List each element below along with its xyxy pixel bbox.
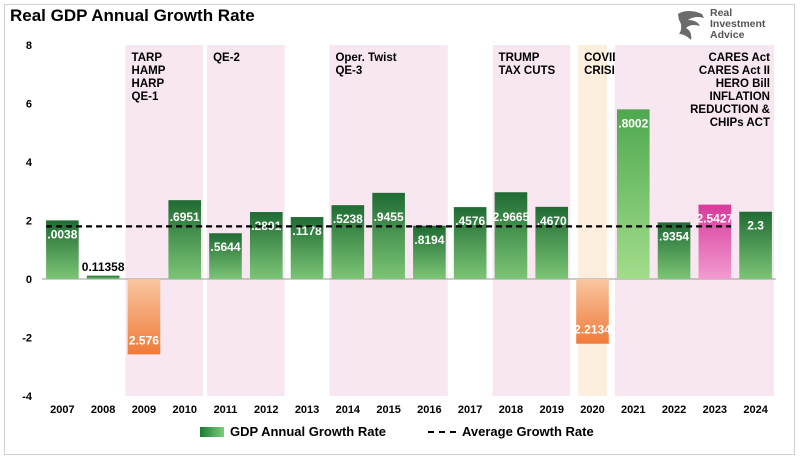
legend-label-average: Average Growth Rate xyxy=(462,424,594,439)
bar xyxy=(127,279,161,355)
event-label: QE-3 xyxy=(335,65,362,77)
event-label: HARP xyxy=(132,78,165,90)
event-label: CARES Act xyxy=(708,52,770,64)
x-tick-label: 2017 xyxy=(458,404,482,416)
y-tick-label: 2 xyxy=(26,216,32,228)
data-label: 2.5427 xyxy=(696,212,733,226)
legend-item-average: Average Growth Rate xyxy=(428,424,594,439)
legend: GDP Annual Growth Rate Average Growth Ra… xyxy=(200,424,620,442)
legend-swatch-average xyxy=(428,430,456,433)
event-label: REDUCTION & xyxy=(690,104,770,116)
data-label: 2.576 xyxy=(129,333,159,347)
event-label: Oper. Twist xyxy=(335,52,396,64)
legend-item-bars: GDP Annual Growth Rate xyxy=(200,424,386,439)
x-tick-label: 2011 xyxy=(214,404,238,416)
bar xyxy=(249,212,283,279)
x-tick-label: 2023 xyxy=(703,404,727,416)
bar xyxy=(453,207,487,279)
bar xyxy=(698,204,732,279)
y-tick-label: 6 xyxy=(26,99,32,111)
bar xyxy=(494,192,528,279)
brand-logo: Real Investment Advice xyxy=(676,8,791,44)
event-label: HERO Bill xyxy=(716,78,770,90)
data-label: .8194 xyxy=(414,233,444,247)
bar xyxy=(657,222,691,279)
x-tick-label: 2018 xyxy=(499,404,523,416)
x-tick-label: 2024 xyxy=(743,404,768,416)
bar xyxy=(86,275,120,279)
chart-frame xyxy=(4,4,795,455)
bar xyxy=(372,192,405,279)
logo-line: Advice xyxy=(710,29,745,41)
event-label: QE-1 xyxy=(132,91,159,103)
y-tick-label: -4 xyxy=(22,391,33,403)
x-tick-label: 2019 xyxy=(539,404,563,416)
chart-title: Real GDP Annual Growth Rate xyxy=(10,6,255,25)
data-label: .6951 xyxy=(170,210,200,224)
x-tick-label: 2015 xyxy=(376,404,400,416)
event-label: CHIPs ACT xyxy=(710,117,770,129)
event-label: TARP xyxy=(132,52,163,64)
x-tick-label: 2022 xyxy=(662,404,686,416)
legend-label-bars: GDP Annual Growth Rate xyxy=(230,424,387,439)
x-tick-label: 2007 xyxy=(50,404,74,416)
bar xyxy=(413,225,446,279)
data-label: .8002 xyxy=(618,116,648,130)
logo-line: Investment xyxy=(710,18,766,30)
event-label: CRISIS xyxy=(584,65,623,77)
data-label: .9455 xyxy=(374,210,404,224)
event-label: TRUMP xyxy=(499,52,540,64)
data-label: .4576 xyxy=(455,214,485,228)
event-label: CARES Act II xyxy=(699,65,770,77)
data-label: 2.3 xyxy=(747,219,764,233)
legend-swatch-bars xyxy=(200,426,224,437)
x-tick-label: 2009 xyxy=(132,404,156,416)
event-label: HAMP xyxy=(132,65,166,77)
x-tick-label: 2008 xyxy=(91,404,115,416)
logo-text: Real Investment Advice xyxy=(710,8,765,41)
x-tick-label: 2014 xyxy=(336,404,361,416)
y-tick-label: 4 xyxy=(26,157,33,169)
bar xyxy=(616,109,650,279)
bar xyxy=(739,211,772,279)
bar xyxy=(331,205,365,279)
event-label: COVID xyxy=(584,52,620,64)
eagle-icon xyxy=(678,11,704,40)
x-tick-label: 2013 xyxy=(295,404,319,416)
y-tick-label: -2 xyxy=(22,333,32,345)
data-label: .0038 xyxy=(47,227,77,241)
data-label: .4670 xyxy=(537,214,567,228)
bar xyxy=(576,279,609,344)
bar xyxy=(535,206,569,279)
y-tick-label: 0 xyxy=(26,274,32,286)
data-label: .9354 xyxy=(659,229,689,243)
data-label: .5644 xyxy=(210,240,240,254)
x-tick-label: 2016 xyxy=(417,404,441,416)
data-label: 0.11358 xyxy=(82,260,125,274)
y-tick-label: 8 xyxy=(26,40,32,52)
bar xyxy=(168,200,202,279)
event-label: TAX CUTS xyxy=(499,65,556,77)
bar xyxy=(209,233,242,279)
x-tick-label: 2021 xyxy=(621,404,645,416)
data-label: .5238 xyxy=(333,212,363,226)
event-label: QE-2 xyxy=(213,52,240,64)
data-label: .1178 xyxy=(292,224,322,238)
data-label: 2.9665 xyxy=(493,210,530,224)
data-label: 2.2134 xyxy=(574,323,611,337)
logo-line: Real xyxy=(710,7,733,19)
bar xyxy=(46,220,79,279)
x-tick-label: 2020 xyxy=(580,404,604,416)
x-tick-label: 2012 xyxy=(254,404,278,416)
event-label: INFLATION xyxy=(710,91,770,103)
x-tick-label: 2010 xyxy=(172,404,196,416)
